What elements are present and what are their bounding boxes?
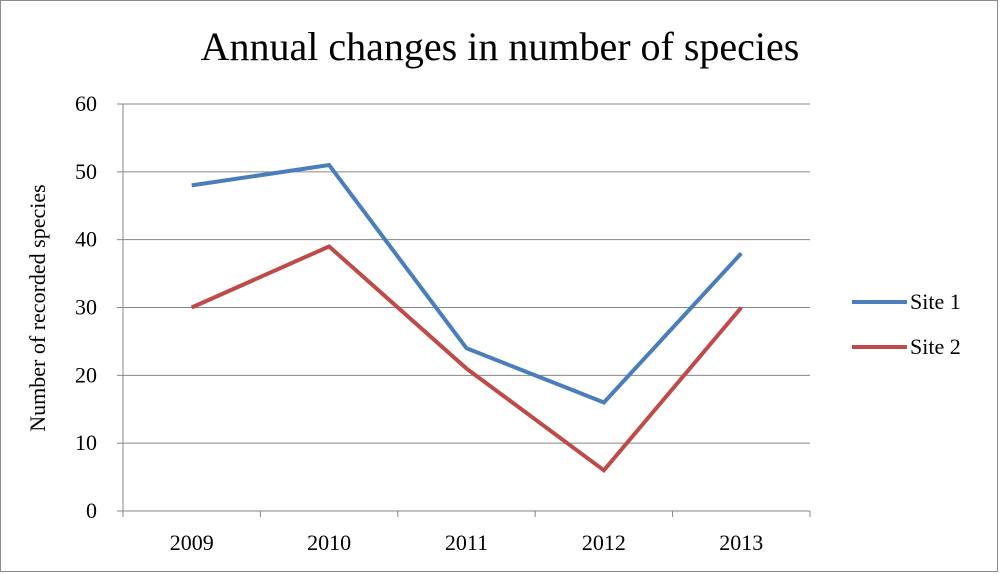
legend-label-site-1: Site 1	[910, 289, 961, 314]
axes	[117, 103, 811, 517]
x-tick-labels: 2009 2010 2011 2012 2013	[170, 530, 764, 555]
legend-label-site-2: Site 2	[910, 334, 961, 359]
y-tick-label: 50	[75, 159, 97, 184]
x-tick-label: 2010	[307, 530, 351, 555]
y-tick-label: 60	[75, 91, 97, 116]
chart-title: Annual changes in number of species	[201, 24, 800, 69]
x-tick-label: 2009	[170, 530, 214, 555]
x-tick-label: 2013	[719, 530, 763, 555]
y-tick-label: 20	[75, 362, 97, 387]
y-tick-label: 30	[75, 295, 97, 320]
y-tick-labels: 0 10 20 30 40 50 60	[75, 91, 97, 523]
legend: Site 1 Site 2	[852, 289, 961, 359]
y-tick-label: 0	[86, 498, 97, 523]
y-axis-label: Number of recorded species	[25, 184, 50, 431]
series-lines	[190, 162, 743, 474]
y-tick-label: 10	[75, 430, 97, 455]
x-tick-label: 2011	[445, 530, 488, 555]
x-tick-label: 2012	[582, 530, 626, 555]
y-tick-label: 40	[75, 227, 97, 252]
gridlines	[123, 103, 810, 444]
series-line-site-1	[191, 162, 743, 405]
series-line-site-2	[190, 244, 743, 474]
